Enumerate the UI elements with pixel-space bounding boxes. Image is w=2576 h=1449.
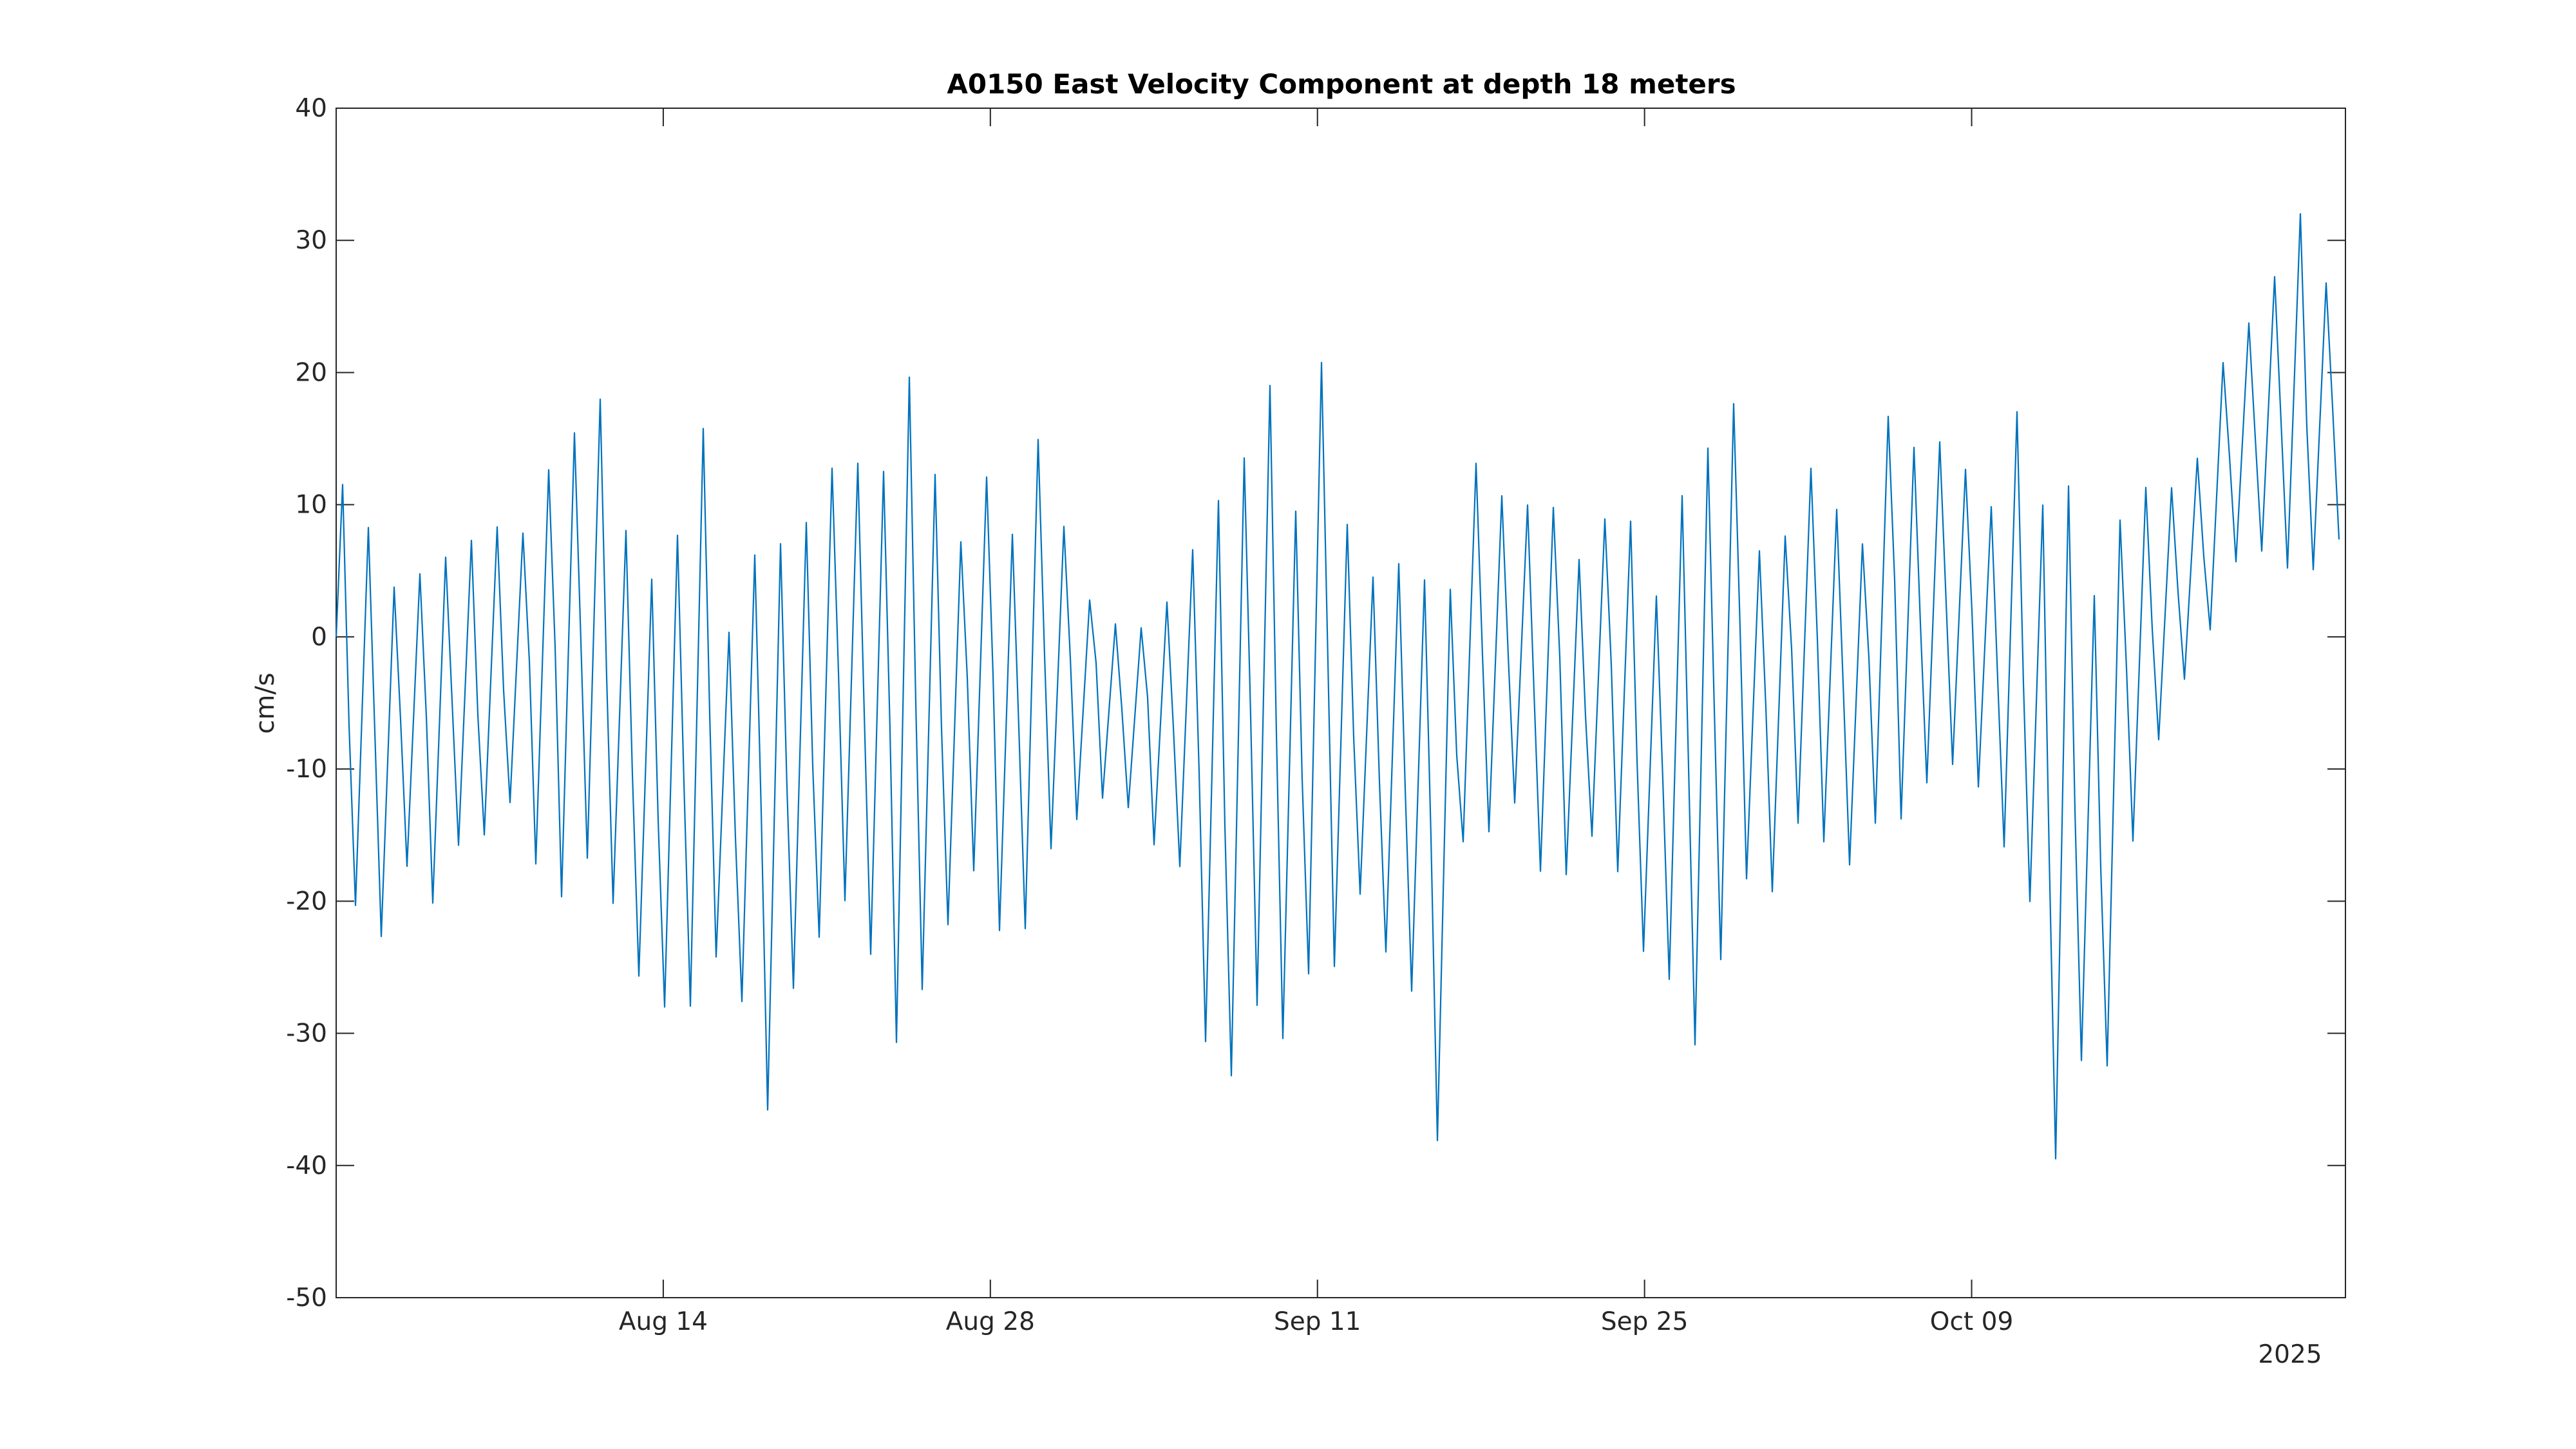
y-tick-label: -20 [286, 887, 327, 916]
x-tick-label: Sep 11 [1274, 1307, 1361, 1336]
x-tick-label: Sep 25 [1601, 1307, 1689, 1336]
y-tick-label: 10 [295, 491, 327, 520]
series-line [335, 213, 2340, 1160]
x-axis: Aug 14 Aug 28 Sep 11 Sep 25 Oct 09 [619, 108, 2013, 1336]
x-axis-year-label: 2025 [2258, 1340, 2322, 1369]
y-axis-label: cm/s [251, 672, 280, 734]
y-tick-label: -30 [286, 1019, 327, 1048]
plot-area [336, 108, 2346, 1298]
x-tick-label: Aug 14 [619, 1307, 708, 1336]
y-axis: 40 30 20 10 0 -10 -20 -30 -40 -50 [286, 94, 2345, 1312]
y-tick-label: 20 [295, 358, 327, 387]
y-tick-label: 30 [295, 226, 327, 255]
y-tick-label: 0 [311, 623, 327, 652]
chart-title: A0150 East Velocity Component at depth 1… [947, 68, 1736, 100]
y-tick-label: -50 [286, 1283, 327, 1312]
y-tick-label: -40 [286, 1151, 327, 1180]
x-tick-label: Oct 09 [1930, 1307, 2013, 1336]
y-tick-label: 40 [295, 94, 327, 123]
x-tick-label: Aug 28 [946, 1307, 1035, 1336]
y-tick-label: -10 [286, 755, 327, 784]
